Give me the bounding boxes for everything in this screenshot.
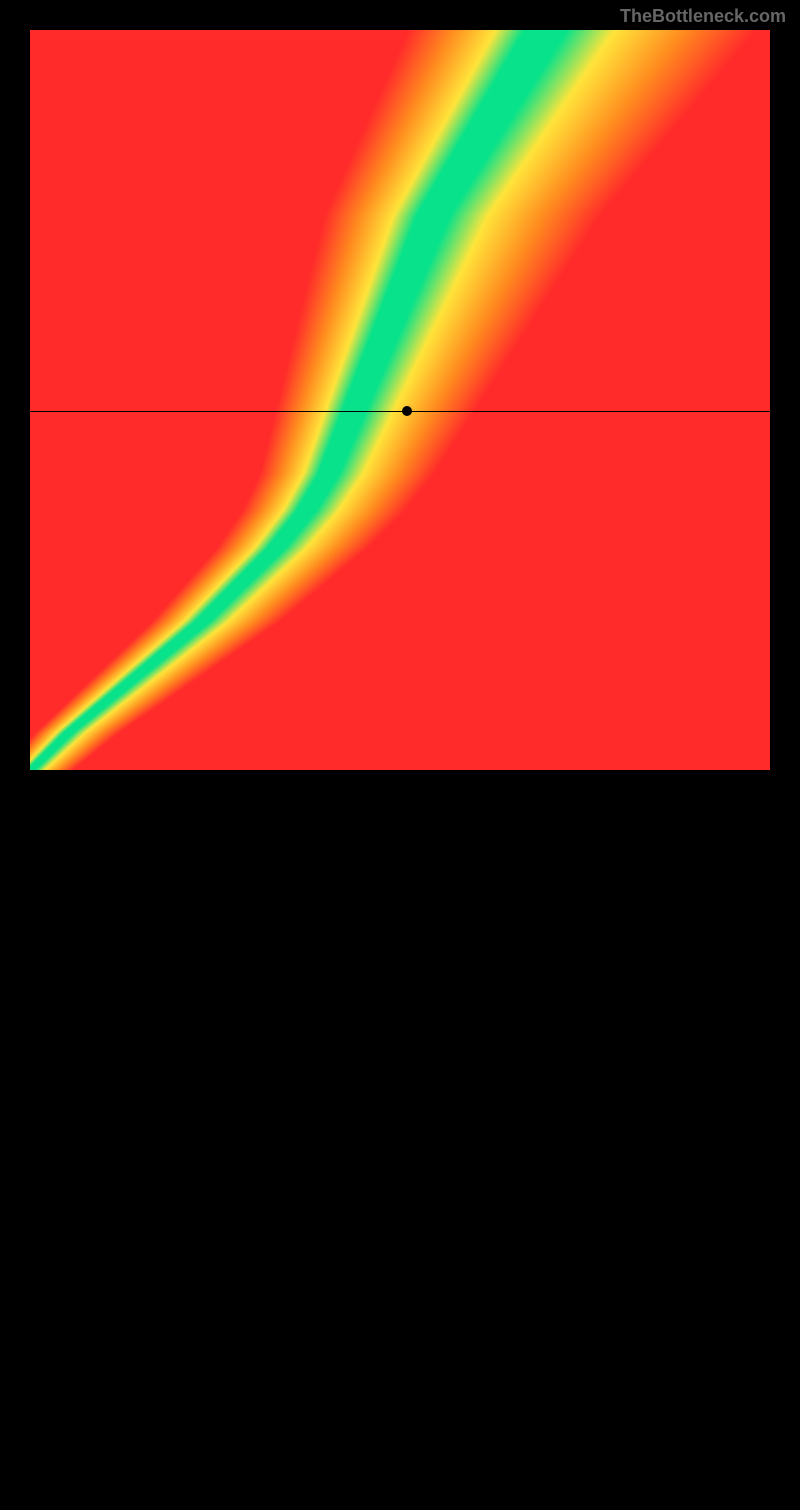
watermark-text: TheBottleneck.com [620,6,786,27]
crosshair-vertical [407,770,408,1510]
plot-area [30,30,770,770]
crosshair-marker [402,406,412,416]
crosshair-horizontal [30,411,770,412]
heatmap-canvas [30,30,770,770]
